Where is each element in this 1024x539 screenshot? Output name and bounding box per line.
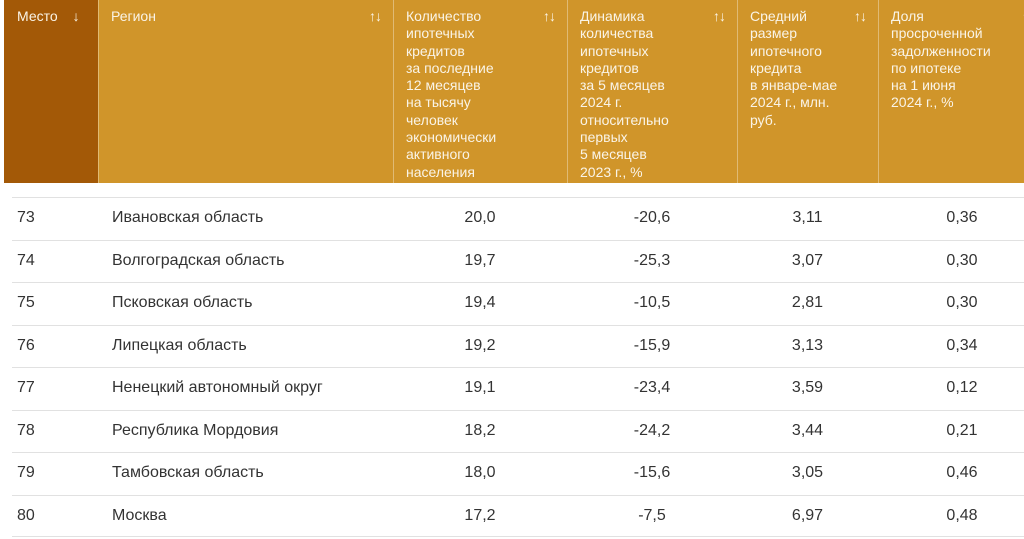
sort-desc-icon[interactable]: ↓	[72, 8, 80, 24]
sort-both-icon[interactable]: ↑↓	[1022, 8, 1024, 25]
cell-dynamics: -20,6	[633, 209, 671, 227]
cell-mortgage-count: 17,2	[464, 506, 496, 524]
cell-place: 80	[17, 506, 35, 524]
cell-region: Москва	[112, 506, 167, 524]
cell-overdue-share: 0,30	[946, 294, 978, 312]
cell-mortgage-count: 19,7	[464, 251, 496, 269]
cell-dynamics: -25,3	[633, 251, 671, 269]
cell-overdue-share: 0,30	[946, 251, 978, 269]
table-row: 76 Липецкая область 19,2 -15,9 3,13 0,34	[4, 324, 1024, 368]
cell-dynamics: -15,6	[633, 464, 671, 482]
column-header-place[interactable]: Место ↓	[4, 0, 98, 183]
cell-dynamics: -23,4	[633, 379, 671, 397]
column-label-avg-size: Средний размер ипотечного кредита в янва…	[750, 8, 838, 128]
table-row: 73 Ивановская область 20,0 -20,6 3,11 0,…	[4, 197, 1024, 240]
cell-place: 79	[17, 464, 35, 482]
cell-mortgage-count: 20,0	[464, 209, 496, 227]
cell-avg-size: 3,05	[791, 464, 824, 482]
cell-avg-size: 3,11	[792, 209, 823, 227]
column-header-mortgage-count[interactable]: Количество ипотечных кредитов за последн…	[393, 0, 567, 183]
cell-place: 77	[17, 379, 35, 397]
table-row: 77 Ненецкий автономный округ 19,1 -23,4 …	[4, 367, 1024, 410]
sort-both-icon[interactable]: ↑↓	[543, 8, 556, 24]
cell-place: 74	[17, 251, 35, 269]
cell-mortgage-count: 19,2	[464, 336, 496, 354]
cell-place: 73	[17, 209, 35, 227]
cell-avg-size: 3,59	[791, 379, 824, 397]
sort-both-icon[interactable]: ↑↓	[713, 8, 726, 24]
cell-mortgage-count: 18,2	[464, 421, 496, 439]
table-row: 75 Псковская область 19,4 -10,5 2,81 0,3…	[4, 282, 1024, 325]
cell-region: Псковская область	[112, 294, 253, 312]
cell-place: 75	[17, 294, 35, 312]
table-row: 80 Москва 17,2 -7,5 6,97 0,48	[4, 494, 1024, 538]
cell-mortgage-count: 19,1	[464, 379, 496, 397]
cell-dynamics: -24,2	[633, 421, 671, 439]
rating-table: Место ↓ Регион ↑↓ Количество ипотечных кр…	[4, 0, 1024, 537]
column-label-dynamics: Динамика количества ипотечных кредитов з…	[580, 8, 669, 180]
cell-region: Волгоградская область	[112, 251, 285, 269]
cell-overdue-share: 0,46	[946, 464, 978, 482]
cell-region: Ненецкий автономный округ	[112, 379, 323, 397]
cell-overdue-share: 0,36	[946, 209, 978, 227]
cell-avg-size: 3,13	[791, 336, 824, 354]
cell-region: Ивановская область	[112, 209, 264, 227]
cell-overdue-share: 0,48	[946, 506, 978, 524]
cell-region: Липецкая область	[112, 336, 247, 354]
column-header-region[interactable]: Регион ↑↓	[98, 0, 393, 183]
column-label-overdue-share: Доля просроченной задолженности по ипоте…	[891, 8, 991, 111]
table-row: 78 Республика Мордовия 18,2 -24,2 3,44 0…	[4, 409, 1024, 453]
cell-region: Тамбовская область	[112, 464, 264, 482]
cell-avg-size: 2,81	[791, 294, 824, 312]
cell-avg-size: 3,44	[791, 421, 824, 439]
column-header-overdue-share[interactable]: Доля просроченной задолженности по ипоте…	[878, 0, 1024, 183]
column-label-mortgage-count: Количество ипотечных кредитов за последн…	[406, 8, 497, 180]
cell-overdue-share: 0,12	[946, 379, 978, 397]
cell-mortgage-count: 18,0	[464, 464, 496, 482]
cell-dynamics: -15,9	[633, 336, 671, 354]
table-row: 79 Тамбовская область 18,0 -15,6 3,05 0,…	[4, 452, 1024, 495]
cell-region: Республика Мордовия	[112, 421, 279, 439]
cell-overdue-share: 0,34	[946, 336, 978, 354]
column-header-avg-size[interactable]: Средний размер ипотечного кредита в янва…	[737, 0, 878, 183]
sort-both-icon[interactable]: ↑↓	[369, 8, 382, 24]
column-label-place: Место	[17, 8, 58, 24]
cell-avg-size: 3,07	[791, 251, 824, 269]
cell-place: 78	[17, 421, 35, 439]
table-body: 73 Ивановская область 20,0 -20,6 3,11 0,…	[4, 183, 1024, 537]
sort-both-icon[interactable]: ↑↓	[854, 8, 867, 24]
cell-mortgage-count: 19,4	[464, 294, 496, 312]
cell-overdue-share: 0,21	[946, 421, 978, 439]
cell-dynamics: -10,5	[633, 294, 671, 312]
cell-dynamics: -7,5	[638, 506, 666, 524]
cell-place: 76	[17, 336, 35, 354]
table-row: 74 Волгоградская область 19,7 -25,3 3,07…	[4, 239, 1024, 283]
column-label-region: Регион	[111, 8, 156, 24]
column-header-dynamics[interactable]: Динамика количества ипотечных кредитов з…	[567, 0, 737, 183]
cell-avg-size: 6,97	[791, 506, 824, 524]
table-header-row: Место ↓ Регион ↑↓ Количество ипотечных кр…	[4, 0, 1024, 183]
